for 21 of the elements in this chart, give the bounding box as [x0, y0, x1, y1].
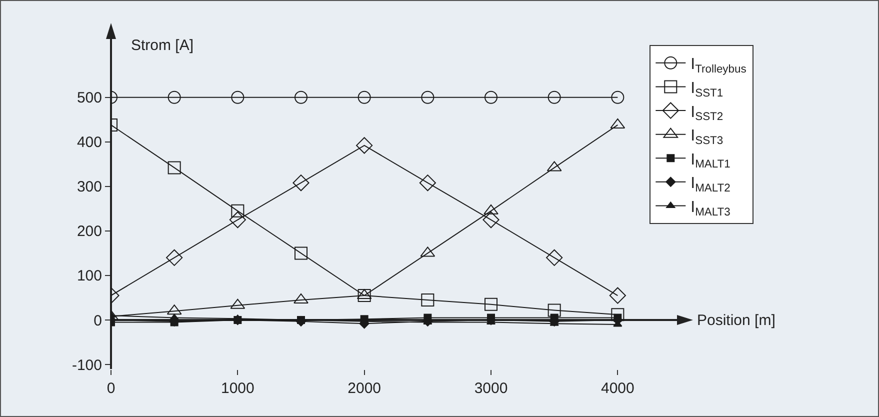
legend-label: I$_{MALT1}$	[690, 151, 730, 171]
y-tick-label: -100	[72, 356, 102, 374]
y-tick-label: 0	[94, 312, 102, 330]
y-tick-label: 200	[76, 223, 102, 240]
x-tick-label: 2000	[348, 380, 382, 397]
x-tick-label: 4000	[600, 380, 634, 397]
x-tick-label: 1000	[220, 380, 254, 397]
y-tick-label: 400	[76, 134, 102, 152]
x-axis-title: Position [m]	[697, 312, 776, 329]
legend-label: I$_{SST1}$	[690, 80, 724, 100]
legend-label: I$_{MALT2}$	[690, 175, 730, 195]
legend-label: I$_{SST3}$	[690, 128, 724, 147]
x-tick-label: 0	[106, 380, 116, 397]
y-tick-label: 500	[76, 90, 102, 107]
y-axis-title: Strom [A]	[131, 37, 194, 54]
legend-label: I$_{Trolleybus}$	[690, 56, 747, 76]
x-tick-label: 3000	[474, 380, 508, 397]
y-tick-label: 100	[76, 268, 102, 285]
legend-label: I$_{SST2}$	[690, 104, 724, 124]
y-tick-label: 300	[76, 178, 102, 196]
legend-label: I$_{MALT3}$	[690, 198, 730, 218]
